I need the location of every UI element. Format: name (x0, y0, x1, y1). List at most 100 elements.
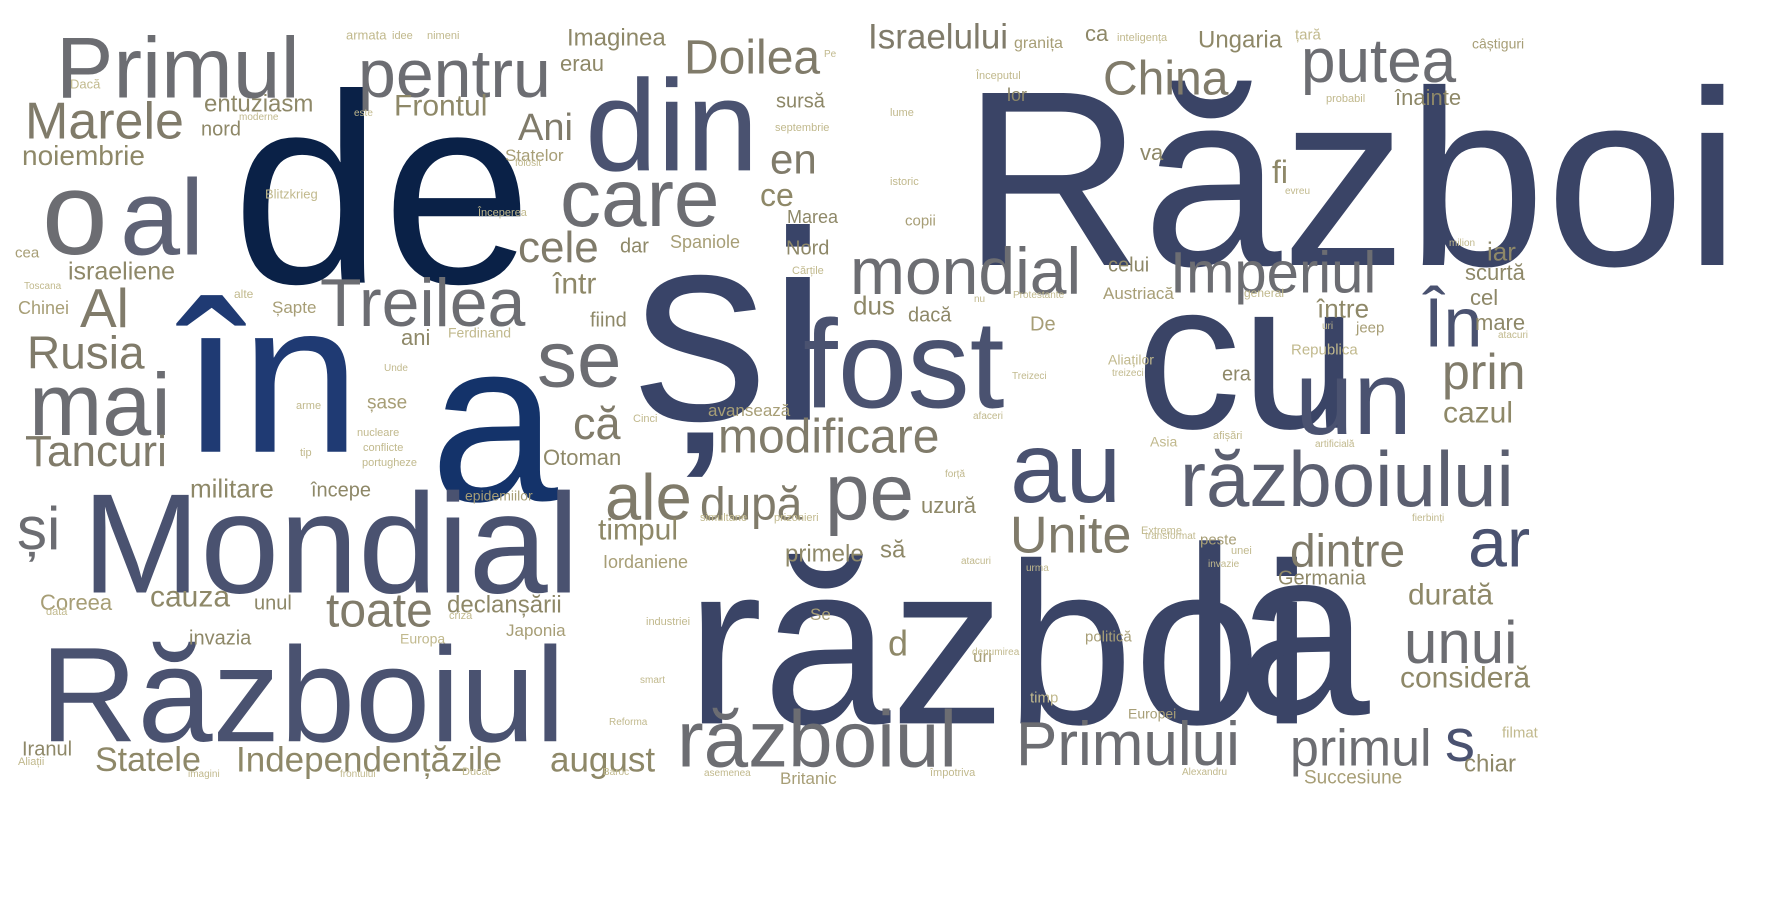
word-probabil: probabil (1326, 92, 1366, 105)
word-primul: primul (1290, 719, 1432, 778)
word-nord: Nord (786, 237, 830, 260)
word-granita: granița (1014, 34, 1063, 52)
word-frontului: frontului (340, 768, 376, 780)
word-toate: toate (326, 584, 433, 638)
word-sapte: Șapte (272, 298, 317, 318)
word-epidemiilor: epidemiilor (465, 487, 533, 504)
word-pentru: pentru (358, 36, 551, 113)
word-putea: putea (1301, 27, 1457, 97)
word-va: va (1140, 139, 1164, 165)
word-politica: politică (1085, 628, 1132, 646)
word-ducat: Ducat (462, 765, 491, 778)
word-blitzkrieg: Blitzkrieg (265, 186, 318, 202)
word-mondial: Mondial (82, 464, 580, 624)
word-cinci: Cinci (633, 412, 658, 425)
word-industriei: industriei (646, 615, 691, 628)
word-treizeci: treizeci (1112, 367, 1144, 379)
word-prizonieri: prizonieri (774, 511, 819, 524)
word-o: o (42, 148, 108, 281)
word-dupa: după (700, 477, 803, 530)
word-care: care (560, 152, 720, 244)
word-rusia: Rusia (27, 326, 145, 379)
word-scurta: scurtă (1465, 259, 1525, 285)
word-inceperea: Începerea (478, 206, 527, 219)
word-invazie: invazie (1208, 558, 1240, 570)
word-mondial: mondial (850, 233, 1082, 308)
word-peste: peste (1200, 531, 1237, 549)
word-mai: mai (29, 354, 171, 454)
word-pe: Pe (824, 48, 837, 60)
word-mare: mare (1475, 309, 1526, 335)
word-denumirea: denumirea (972, 646, 1020, 658)
word-lume: lume (890, 106, 914, 119)
word-tara: țară (1295, 26, 1321, 44)
word-ani: Ani (518, 106, 573, 149)
word-prin: prin (1442, 344, 1526, 400)
word-in: în (181, 256, 361, 498)
word-china: China (1103, 52, 1229, 106)
word-unei: unei (1231, 544, 1252, 557)
word-cazul: cazul (1443, 396, 1514, 430)
word-zile: zile (451, 741, 503, 780)
word-invazia: invazia (189, 627, 252, 650)
word-britanic: Britanic (780, 769, 837, 789)
word-cea: cea (15, 244, 40, 262)
word-uri: uri (973, 647, 992, 667)
word-castiguri: câștiguri (1472, 35, 1525, 52)
word-statelor: Statelor (505, 146, 564, 166)
word-primele: primele (785, 540, 864, 568)
word-se: se (537, 314, 622, 404)
word-tip: tip (300, 446, 312, 459)
word-general: general (1244, 286, 1285, 301)
word-razboi: Război (962, 39, 1741, 318)
word-d: d (888, 622, 909, 664)
word-filmat: filmat (1502, 724, 1538, 742)
word-idee: idee (392, 29, 413, 42)
word-durata: durată (1408, 578, 1494, 612)
word-atacuri: atacuri (1498, 329, 1529, 341)
word-evreu: evreu (1285, 185, 1311, 197)
word-inceputul: Începutul (976, 69, 1021, 82)
word-cartile: Cărțile (792, 264, 824, 277)
word-septembrie: septembrie (775, 121, 830, 134)
word-nucleare: nucleare (357, 426, 400, 439)
word-dintre: dintre (1290, 524, 1406, 577)
word-asia: Asia (1150, 433, 1178, 450)
word-din: din (585, 52, 759, 199)
word-marea: Marea (787, 207, 839, 228)
word-en: en (770, 135, 817, 183)
word-alexandru: Alexandru (1182, 766, 1228, 778)
word-entuziasm: entuziasm (204, 90, 314, 118)
word-a: a (430, 292, 558, 550)
word-nimeni: nimeni (427, 29, 460, 42)
word-afisari: afișări (1213, 429, 1243, 442)
word-imaginea: Imaginea (567, 24, 666, 52)
word-este: este (354, 107, 373, 119)
word-marele: Marele (25, 92, 184, 151)
word-smart: smart (640, 674, 665, 686)
word-statele: Statele (95, 741, 201, 780)
word-intr: într (553, 267, 597, 301)
word-au: au (1010, 412, 1122, 524)
word-razboiul: Războiul (40, 619, 566, 771)
word-ca: că (573, 398, 621, 450)
word-criza: criză (449, 609, 473, 622)
word-nord: nord (201, 118, 242, 141)
word-considera: consideră (1400, 661, 1531, 695)
word-reforma: Reforma (609, 716, 648, 728)
word-afaceri: afaceri (973, 410, 1004, 422)
word-timpul: timpul (598, 513, 679, 547)
word-ale: ale (605, 460, 692, 534)
word-doilea: Doilea (684, 31, 821, 85)
word-daca: Dacă (70, 76, 101, 92)
word-extreme: Extreme (1141, 524, 1182, 537)
word-sase: șase (367, 392, 408, 414)
word-germania: Germania (1278, 567, 1366, 590)
word-coreea: Coreea (40, 589, 113, 615)
word-cu: cu (1136, 237, 1358, 473)
word-asemenea: asemenea (704, 767, 751, 779)
word-timp: timp (1030, 689, 1059, 707)
word-aliatii: Aliații (18, 755, 45, 768)
word-nu: nu (974, 293, 986, 305)
